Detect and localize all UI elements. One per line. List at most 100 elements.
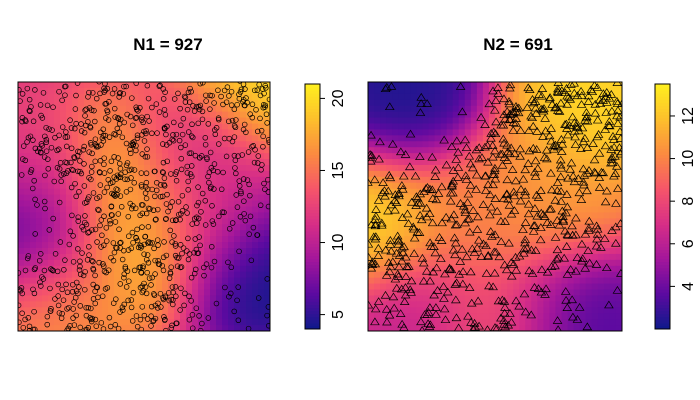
data-point — [85, 304, 92, 311]
data-point — [174, 263, 181, 269]
data-point — [417, 253, 428, 262]
heatmap-cell — [150, 265, 157, 273]
heatmap-cell — [120, 248, 127, 255]
data-point — [90, 265, 96, 272]
heatmap-cell — [597, 82, 605, 89]
heatmap-cell — [585, 307, 593, 314]
heatmap-cell — [609, 117, 617, 125]
heatmap-cell — [543, 230, 551, 237]
heatmap-cell — [446, 188, 454, 196]
heatmap-cell — [234, 147, 241, 154]
heatmap-cell — [216, 141, 223, 148]
heatmap-cell — [507, 135, 514, 142]
heatmap-cell — [30, 259, 37, 267]
heatmap-cell — [30, 248, 37, 255]
heatmap-cell — [210, 307, 217, 314]
heatmap-cell — [482, 277, 490, 285]
heatmap-cell — [150, 295, 157, 302]
heatmap-cell — [416, 230, 424, 237]
heatmap-cell — [216, 236, 223, 243]
heatmap-cell — [102, 230, 109, 237]
data-point — [504, 97, 514, 105]
heatmap-cell — [66, 182, 73, 190]
heatmap-cell — [36, 159, 43, 166]
colorbar-segment — [305, 249, 320, 253]
data-point — [115, 174, 122, 180]
heatmap-cell — [108, 123, 115, 131]
heatmap-cell — [174, 206, 181, 214]
heatmap-cell — [392, 159, 399, 166]
heatmap-cell — [416, 271, 424, 279]
heatmap-cell — [180, 105, 187, 113]
heatmap-cell — [597, 236, 605, 243]
data-point — [262, 82, 268, 89]
heatmap-cell — [48, 289, 55, 297]
heatmap-cell — [174, 117, 181, 125]
heatmap-cell — [410, 236, 417, 243]
heatmap-cell — [368, 283, 375, 291]
heatmap-cell — [452, 319, 460, 326]
heatmap-cell — [168, 265, 175, 273]
heatmap-cell — [597, 271, 605, 279]
heatmap-cell — [561, 111, 569, 119]
heatmap-cell — [24, 271, 31, 279]
heatmap-cell — [60, 87, 67, 95]
heatmap-cell — [30, 325, 37, 331]
data-point — [131, 167, 138, 173]
heatmap-cell — [120, 194, 127, 202]
heatmap-cell — [513, 194, 520, 202]
heatmap-cell — [174, 218, 181, 225]
heatmap-cell — [252, 236, 259, 243]
heatmap-cell — [392, 295, 399, 302]
heatmap-cell — [252, 248, 259, 255]
heatmap-cell — [222, 253, 229, 261]
data-point — [103, 100, 110, 107]
heatmap-cell — [264, 218, 270, 225]
data-point — [231, 308, 237, 315]
heatmap-cell — [495, 224, 502, 231]
heatmap-cell — [114, 289, 121, 297]
data-point — [551, 254, 562, 263]
heatmap-cell — [30, 129, 37, 136]
heatmap-cell — [374, 111, 381, 119]
heatmap-cell — [410, 82, 417, 89]
heatmap-cell — [42, 170, 49, 178]
heatmap-cell — [537, 230, 544, 237]
heatmap-cell — [108, 277, 115, 285]
heatmap-cell — [555, 82, 563, 89]
data-point — [415, 189, 426, 198]
heatmap-cell — [126, 313, 133, 320]
colorbar-segment — [305, 194, 320, 198]
heatmap-cell — [543, 117, 551, 125]
heatmap-cell — [144, 153, 151, 160]
heatmap-cell — [567, 129, 575, 136]
data-point — [138, 170, 145, 176]
heatmap-cell — [603, 259, 611, 267]
heatmap-cell — [72, 135, 79, 142]
heatmap-cell — [525, 325, 532, 331]
heatmap-cell — [501, 135, 508, 142]
heatmap-cell — [537, 165, 544, 172]
heatmap-cell — [416, 289, 424, 297]
heatmap-cell — [374, 93, 381, 101]
heatmap-cell — [210, 159, 217, 166]
heatmap-cell — [222, 277, 229, 285]
heatmap-cell — [108, 117, 115, 125]
colorbar-segment — [305, 172, 320, 177]
data-point — [81, 129, 88, 136]
data-point — [149, 186, 155, 193]
data-point — [499, 110, 509, 119]
data-point — [93, 95, 100, 102]
heatmap-cell — [174, 325, 181, 331]
data-point — [144, 269, 150, 276]
heatmap-cell — [428, 212, 436, 219]
heatmap-cell — [392, 147, 399, 154]
heatmap-cell — [519, 105, 526, 113]
heatmap-cell — [234, 141, 241, 148]
heatmap-cell — [144, 301, 151, 308]
heatmap-cell — [144, 289, 151, 297]
heatmap-cell — [90, 206, 97, 214]
heatmap-cell — [368, 82, 375, 89]
heatmap-cell — [102, 93, 109, 101]
heatmap-cell — [150, 82, 157, 89]
